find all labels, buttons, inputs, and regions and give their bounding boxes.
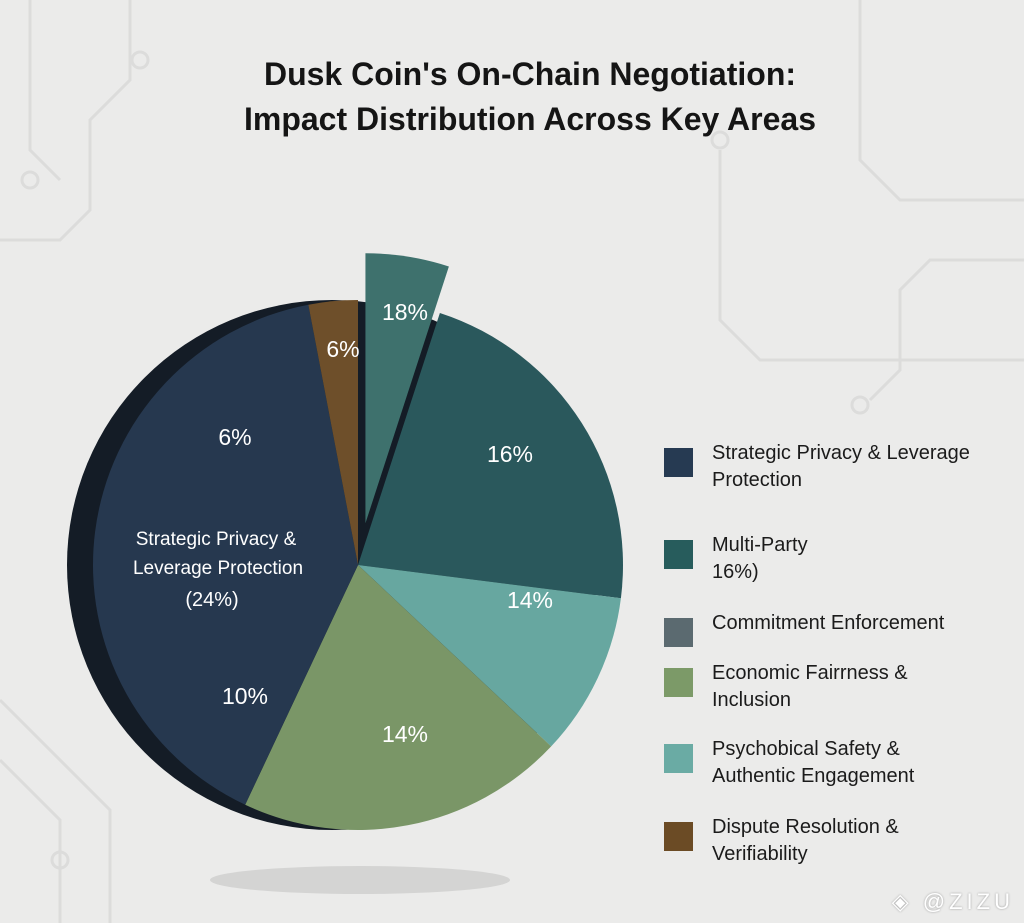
legend-swatch	[664, 668, 693, 697]
title-line-2: Impact Distribution Across Key Areas	[243, 101, 816, 137]
slice-label-navy-percent: (24%)	[185, 589, 238, 611]
legend-label-line: 16%)	[712, 561, 759, 583]
slice-label-3: 14%	[382, 721, 428, 747]
legend-label: Multi-Party 16%)	[712, 532, 1022, 586]
pie-slice-0	[365, 253, 449, 524]
pie-slice-5	[308, 300, 358, 565]
legend-label: Commitment Enforcement	[712, 610, 1022, 637]
legend-label-line: Psychobical Safety &	[712, 738, 900, 760]
legend-label: Strategic Privacy & Leverage Protection	[712, 440, 1022, 494]
legend-label-line: Multi-Party	[712, 534, 808, 556]
slice-label-0: 18%	[382, 299, 428, 325]
watermark: ◈ @ZIZU	[891, 889, 1014, 914]
legend-label-line: Protection	[712, 469, 803, 491]
legend-swatch	[664, 448, 693, 477]
slice-label-navy-name-1: Strategic Privacy &	[136, 529, 297, 550]
legend-swatch	[664, 540, 693, 569]
legend-label-line: Strategic Privacy & Leverage	[712, 442, 970, 464]
pie-slice-3	[245, 565, 552, 830]
slice-label-2: 14%	[507, 587, 553, 613]
slice-label-5: 6%	[326, 336, 359, 362]
legend-label-line: Inclusion	[712, 689, 791, 711]
slice-label-1: 16%	[487, 441, 533, 467]
pie-slice-1	[358, 312, 623, 599]
legend-swatch	[664, 822, 693, 851]
legend-label-line: Authentic Engagement	[712, 765, 915, 787]
slice-label-navy-name-2: Leverage Protection	[133, 558, 303, 579]
legend-label: Dispute Resolution & Verifiability	[712, 814, 1022, 868]
legend-swatch	[664, 618, 693, 647]
pie-slice-4	[92, 304, 358, 805]
legend-label-line: Economic Fairrness &	[712, 662, 908, 684]
legend-label-line: Verifiability	[712, 843, 808, 865]
title-line-1: Dusk Coin's On-Chain Negotiation:	[263, 56, 797, 92]
pie-slice-2	[358, 565, 621, 747]
legend-label: Economic Fairrness & Inclusion	[712, 660, 1022, 714]
slice-label-navy-6: 6%	[218, 424, 251, 450]
legend-swatch	[664, 744, 693, 773]
chart-title: Dusk Coin's On-Chain Negotiation: Impact…	[120, 52, 940, 142]
legend-label: Psychobical Safety & Authentic Engagement	[712, 736, 1022, 790]
pie-shadow	[210, 866, 510, 894]
legend-label-line: Dispute Resolution &	[712, 816, 899, 838]
slice-label-navy-10: 10%	[222, 683, 268, 709]
legend-label-line: Commitment Enforcement	[712, 612, 945, 634]
